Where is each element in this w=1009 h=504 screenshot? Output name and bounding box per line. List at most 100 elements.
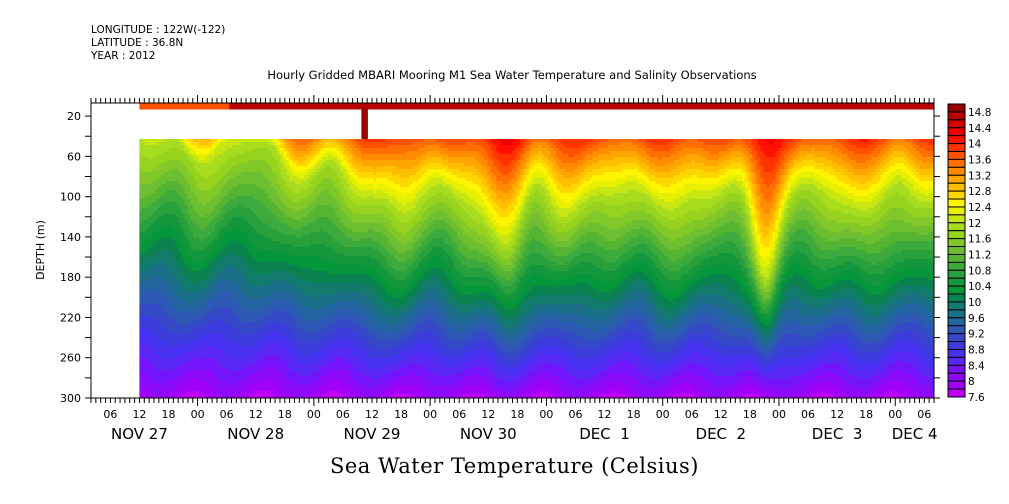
heat-cell [268, 337, 272, 341]
heat-cell [172, 355, 176, 359]
heat-cell [214, 343, 218, 347]
heat-cell [235, 349, 239, 353]
heat-cell [304, 340, 308, 344]
heat-cell [253, 103, 257, 107]
heat-cell [214, 241, 218, 245]
heat-cell [268, 169, 272, 173]
heat-cell [295, 160, 299, 164]
heat-cell [196, 208, 200, 212]
heat-cell [289, 277, 293, 281]
heat-cell [241, 244, 245, 248]
heat-cell [208, 160, 212, 164]
heat-cell [205, 151, 209, 155]
heat-cell [265, 205, 269, 209]
heat-cell [268, 223, 272, 227]
heat-cell [202, 379, 206, 383]
heat-cell [229, 181, 233, 185]
heat-cell [205, 199, 209, 203]
heat-cell [250, 388, 254, 392]
heat-cell [211, 373, 215, 377]
heat-cell [301, 337, 305, 341]
heat-cell [301, 184, 305, 188]
heat-cell [139, 325, 143, 329]
heat-cell [238, 334, 242, 338]
heat-cell [223, 316, 227, 320]
heat-cell [196, 220, 200, 224]
heat-cell [244, 178, 248, 182]
heat-cell [298, 310, 302, 314]
heat-cell [154, 301, 158, 305]
heat-cell [304, 274, 308, 278]
heat-cell [247, 160, 251, 164]
heat-cell [187, 202, 191, 206]
heat-cell [304, 196, 308, 200]
heat-cell [190, 385, 194, 389]
heat-cell [199, 151, 203, 155]
heat-cell [241, 316, 245, 320]
heat-cell [184, 307, 188, 311]
heat-cell [139, 343, 143, 347]
heat-cell [238, 328, 242, 332]
heat-cell [244, 388, 248, 392]
heat-cell [298, 199, 302, 203]
heat-cell [226, 235, 230, 239]
heat-cell [196, 337, 200, 341]
heat-cell [286, 322, 290, 326]
heat-cell [160, 370, 164, 374]
heat-cell [169, 238, 173, 242]
heat-cell [283, 274, 287, 278]
heat-cell [217, 184, 221, 188]
heat-cell [172, 358, 176, 362]
heat-cell [196, 172, 200, 176]
heat-cell [190, 352, 194, 356]
heat-cell [268, 262, 272, 266]
heat-cell [220, 322, 224, 326]
heat-cell [268, 148, 272, 152]
heat-cell [235, 181, 239, 185]
heat-cell [169, 325, 173, 329]
heat-cell [160, 157, 164, 161]
heat-cell [253, 370, 257, 374]
heat-cell [304, 358, 308, 362]
heat-cell [139, 352, 143, 356]
heat-cell [259, 355, 263, 359]
heat-cell [292, 190, 296, 194]
heat-cell [241, 274, 245, 278]
heat-cell [175, 259, 179, 263]
heat-cell [226, 280, 230, 284]
heat-cell [256, 346, 260, 350]
heat-cell [193, 304, 197, 308]
heat-cell [193, 256, 197, 260]
heat-cell [175, 166, 179, 170]
heat-cell [202, 142, 206, 146]
heat-cell [193, 154, 197, 158]
heat-cell [241, 358, 245, 362]
heat-cell [244, 343, 248, 347]
heat-cell [145, 358, 149, 362]
heat-cell [256, 253, 260, 257]
heat-cell [202, 340, 206, 344]
heat-cell [193, 148, 197, 152]
heat-cell [259, 310, 263, 314]
heat-cell [163, 226, 167, 230]
heat-cell [217, 298, 221, 302]
heat-cell [286, 391, 290, 395]
heat-cell [277, 349, 281, 353]
heat-cell [241, 310, 245, 314]
heat-cell [151, 166, 155, 170]
heat-cell [139, 160, 143, 164]
heat-cell [301, 385, 305, 389]
heat-cell [283, 280, 287, 284]
heat-cell [289, 313, 293, 317]
heat-cell [157, 316, 161, 320]
heat-cell [235, 226, 239, 230]
heat-cell [193, 313, 197, 317]
heat-cell [184, 226, 188, 230]
heat-cell [271, 256, 275, 260]
heat-cell [163, 337, 167, 341]
heat-cell [253, 226, 257, 230]
heat-cell [298, 277, 302, 281]
heat-cell [223, 154, 227, 158]
heat-cell [148, 367, 152, 371]
heat-cell [187, 145, 191, 149]
